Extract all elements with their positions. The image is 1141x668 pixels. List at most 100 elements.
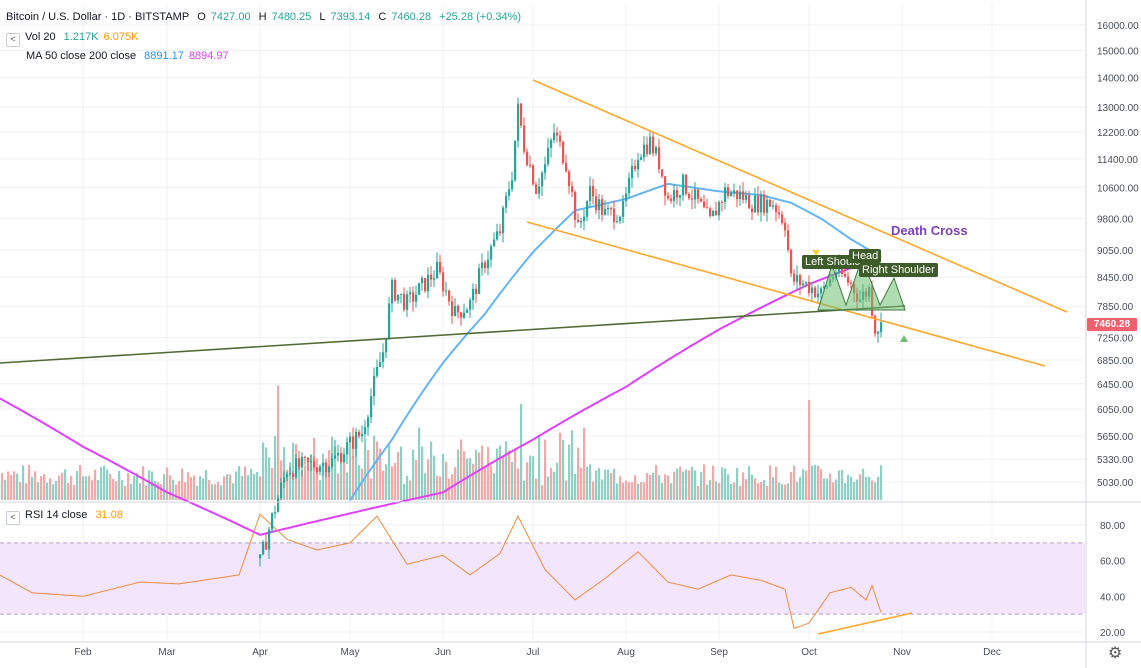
y-tick-label: 5030.00 <box>1097 478 1134 489</box>
volume-bar <box>76 471 79 500</box>
candle-body <box>580 221 583 223</box>
candle-body <box>673 190 676 201</box>
candle-body <box>607 207 610 210</box>
candle-body <box>484 262 487 269</box>
volume-bar <box>763 480 766 500</box>
volume-bar <box>613 468 616 500</box>
y-tick-label: 7850.00 <box>1097 302 1134 313</box>
candle-body <box>568 171 571 187</box>
volume-bar <box>223 476 226 500</box>
y-tick-label: 6850.00 <box>1097 356 1134 367</box>
candle-body <box>697 189 700 199</box>
candle-body <box>406 294 409 310</box>
volume-bar <box>127 473 130 500</box>
candle-body <box>631 165 634 178</box>
volume-legend: < Vol 20 1.217K 6.075K <box>6 30 143 47</box>
candle-body <box>664 176 667 196</box>
volume-bar <box>667 475 670 500</box>
volume-bar <box>4 479 7 500</box>
candle-body <box>346 442 349 455</box>
volume-bar <box>829 473 832 500</box>
volume-bar <box>526 462 529 500</box>
volume-bar <box>820 469 823 500</box>
candle-body <box>769 199 772 207</box>
volume-bar <box>172 479 175 500</box>
candle-body <box>493 239 496 247</box>
volume-bar <box>859 474 862 500</box>
candle-body <box>658 147 661 170</box>
candle-body <box>709 208 712 217</box>
candle-body <box>331 458 334 467</box>
volume-bar <box>832 482 835 500</box>
volume-bar <box>745 479 748 500</box>
candle-body <box>514 140 517 181</box>
candle-body <box>292 473 295 478</box>
candle-body <box>802 283 805 285</box>
candle-body <box>385 338 388 353</box>
gear-icon[interactable]: ⚙ <box>1108 645 1123 662</box>
volume-bar <box>103 465 106 500</box>
candle-body <box>592 185 595 197</box>
volume-bar <box>58 475 61 500</box>
candle-body <box>403 293 406 310</box>
volume-bar <box>802 469 805 500</box>
volume-bar <box>46 482 49 500</box>
volume-bar <box>193 475 196 500</box>
candle-body <box>637 159 640 170</box>
volume-bar <box>13 471 16 500</box>
candle-body <box>745 195 748 200</box>
volume-bar <box>340 454 343 500</box>
volume-bar <box>163 474 166 500</box>
volume-bar <box>511 461 514 500</box>
volume-bar <box>856 479 859 500</box>
chevron-left-icon[interactable]: < <box>6 33 20 47</box>
candle-body <box>601 199 604 215</box>
candle-body <box>544 164 547 173</box>
candle-body <box>412 292 415 302</box>
candle-body <box>694 189 697 200</box>
volume-bar <box>34 471 37 500</box>
volume-bar <box>817 465 820 500</box>
volume-bar <box>169 475 172 500</box>
volume-bar <box>409 480 412 500</box>
volume-bar <box>211 484 214 500</box>
volume-bar <box>202 478 205 500</box>
candle-body <box>733 190 736 194</box>
candle-body <box>589 185 592 202</box>
volume-bar <box>400 446 403 500</box>
volume-bar <box>610 472 613 500</box>
candle-body <box>382 352 385 362</box>
trendline-drawings <box>0 79 1068 635</box>
volume-bar <box>661 482 664 500</box>
volume-bar <box>73 484 76 500</box>
volume-bar <box>535 478 538 500</box>
x-tick-label: Mar <box>158 647 176 658</box>
volume-bar <box>736 468 739 500</box>
volume-bar <box>442 453 445 500</box>
candle-body <box>595 196 598 211</box>
volume-bar <box>505 441 508 500</box>
candle-body <box>313 461 316 468</box>
y-tick-label: 6450.00 <box>1097 380 1134 391</box>
volume-bar <box>325 466 328 500</box>
volume-bar <box>586 466 589 500</box>
candle-body <box>682 174 685 196</box>
candle-body <box>739 191 742 200</box>
volume-bar <box>37 482 40 500</box>
volume-bar <box>712 465 715 500</box>
volume-bar <box>433 455 436 500</box>
candle-body <box>319 466 322 472</box>
volume-bar <box>676 468 679 500</box>
volume-bar <box>208 480 211 500</box>
rsi-tick-label: 20.00 <box>1100 628 1125 639</box>
volume-bar <box>289 462 292 500</box>
volume-bar <box>841 469 844 500</box>
volume-bar <box>751 474 754 500</box>
volume-bar <box>844 483 847 500</box>
rsi-legend: < RSI 14 close 31.08 <box>6 508 128 525</box>
death-cross-label: Death Cross <box>891 223 968 238</box>
candle-body <box>808 281 811 294</box>
volume-bar <box>10 475 13 500</box>
chevron-left-icon[interactable]: < <box>6 511 20 525</box>
